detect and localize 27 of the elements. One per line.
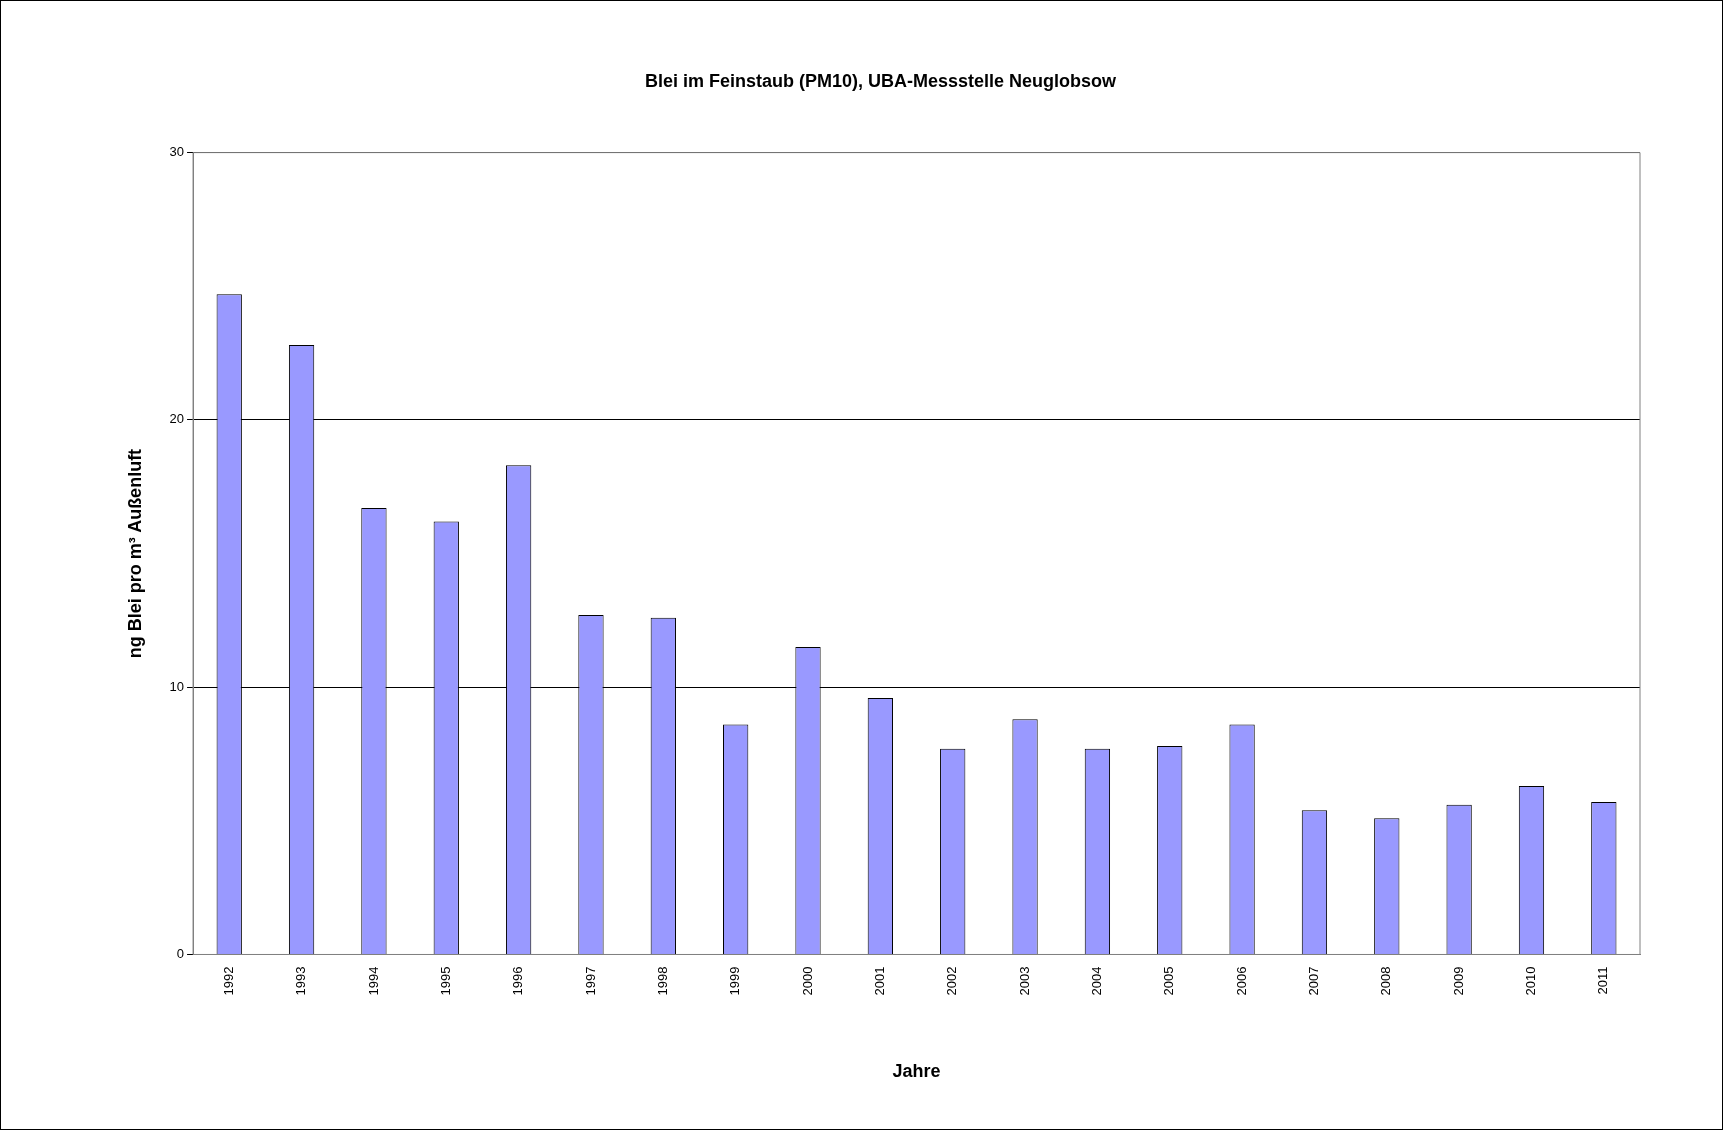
y-tick-label: 10 <box>169 678 185 694</box>
x-tick-label: 2001 <box>871 966 887 996</box>
x-tick-label: 2005 <box>1161 966 1177 996</box>
x-tick-label: 2004 <box>1088 966 1104 996</box>
x-tick-label: 2009 <box>1450 966 1466 996</box>
x-tick-label: 2010 <box>1523 966 1539 996</box>
x-tick-label: 2002 <box>944 966 960 996</box>
chart-title: Blei im Feinstaub (PM10), UBA-Messstelle Neuglobsow <box>644 70 1118 91</box>
y-tick-label: 20 <box>169 411 185 427</box>
x-axis-title: Jahre <box>892 1061 941 1082</box>
y-axis-title: ng Blei pro m³ Außenluft <box>124 448 145 659</box>
x-tick-label: 2008 <box>1378 966 1394 996</box>
x-tick-label: 2011 <box>1595 966 1611 995</box>
x-tick-label: 1993 <box>293 966 309 996</box>
x-tick-label: 1996 <box>510 966 526 996</box>
x-tick-label: 2006 <box>1233 966 1249 996</box>
y-tick-label: 0 <box>176 946 185 962</box>
x-tick-label: 1994 <box>365 966 381 996</box>
x-tick-label: 1999 <box>727 966 743 996</box>
x-tick-label: 2000 <box>799 966 815 996</box>
x-tick-label: 1998 <box>654 966 670 996</box>
y-tick-label: 30 <box>169 144 185 160</box>
x-tick-label: 1992 <box>220 966 236 996</box>
x-tick-label: 2007 <box>1306 966 1322 996</box>
x-tick-label: 2003 <box>1016 966 1032 996</box>
x-tick-label: 1995 <box>437 966 453 996</box>
x-tick-label: 1997 <box>582 966 598 996</box>
